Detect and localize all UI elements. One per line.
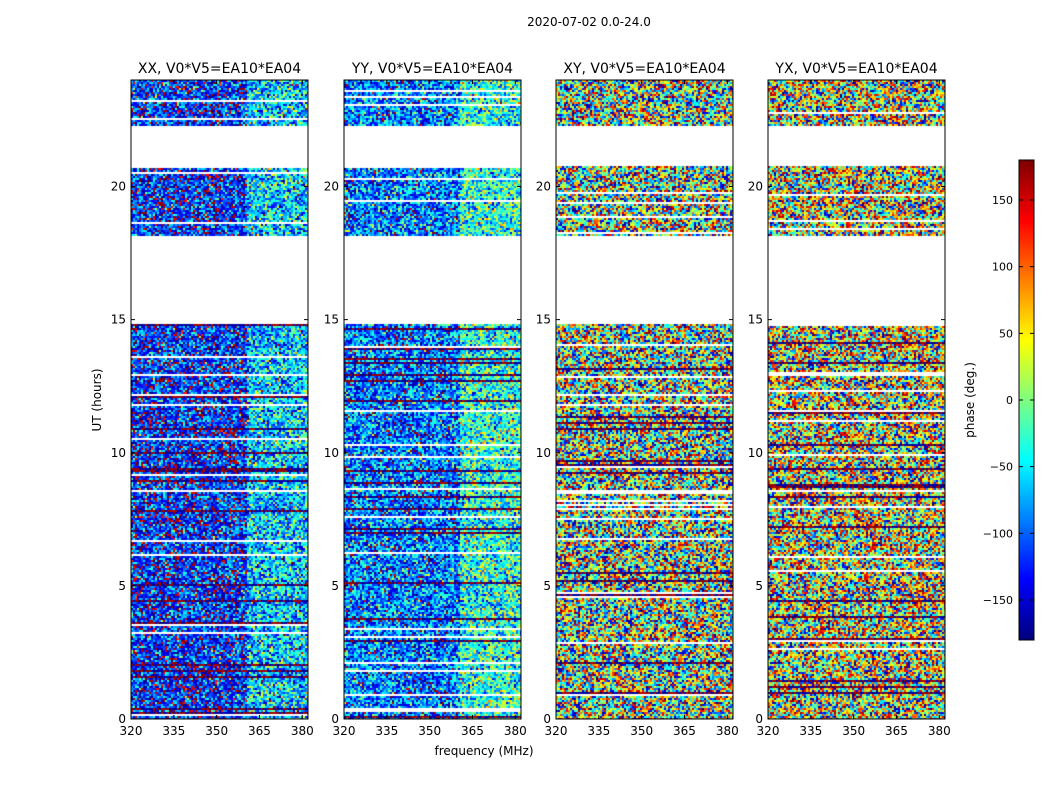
y-tick-label-4-0: 0	[755, 712, 763, 726]
x-tick-label-3-335: 335	[587, 724, 610, 738]
colorbar-tick-label--50: −50	[990, 461, 1013, 474]
y-tick-label-1-15: 15	[111, 313, 126, 327]
y-tick-label-3-0: 0	[543, 712, 551, 726]
panel-1: XX, V0*V5=EA10*EA04 320 335 350 365 380 0 5 10 15…	[111, 61, 314, 738]
x-tick-label-4-365: 365	[885, 724, 908, 738]
x-tick-label-3-350: 350	[630, 724, 653, 738]
y-tick-label-1-20: 20	[111, 180, 126, 194]
x-axis-label: frequency (MHz)	[434, 744, 533, 758]
colorbar-tick-label--150: −150	[983, 594, 1013, 607]
y-tick-label-4-15: 15	[748, 313, 763, 327]
colorbar-tick-label--100: −100	[983, 527, 1013, 540]
x-tick-label-3-380: 380	[716, 724, 739, 738]
x-tick-label-4-320: 320	[757, 724, 780, 738]
y-tick-label-3-5: 5	[543, 579, 551, 593]
y-tick-label-2-10: 10	[324, 446, 339, 460]
x-tick-label-2-335: 335	[375, 724, 398, 738]
x-tick-label-4-335: 335	[799, 724, 822, 738]
panel-frame-1	[130, 79, 309, 720]
panel-frame-4	[767, 79, 946, 720]
x-tick-label-2-350: 350	[418, 724, 441, 738]
heatmap-image-3	[556, 80, 733, 719]
panel-title-3: XY, V0*V5=EA10*EA04	[563, 61, 725, 77]
y-axis-label: UT (hours)	[90, 368, 104, 431]
panel-frame-2	[343, 79, 522, 720]
colorbar-tick-label-150: 150	[992, 194, 1013, 207]
x-tick-label-3-320: 320	[545, 724, 568, 738]
suptitle: 2020-07-02 0.0-24.0	[527, 15, 651, 29]
y-tick-label-2-15: 15	[324, 313, 339, 327]
panel-3: XY, V0*V5=EA10*EA04 320 335 350 365 380 0 5 10 15…	[536, 61, 739, 738]
panels-group: XX, V0*V5=EA10*EA04 320 335 350 365 380 0 5 10 15…	[111, 61, 951, 738]
x-tick-label-2-365: 365	[461, 724, 484, 738]
x-tick-label-1-350: 350	[205, 724, 228, 738]
colorbar-label: phase (deg.)	[963, 362, 977, 438]
panel-title-4: YX, V0*V5=EA10*EA04	[774, 61, 937, 77]
y-tick-label-3-20: 20	[536, 180, 551, 194]
x-tick-label-1-380: 380	[291, 724, 314, 738]
x-tick-label-1-365: 365	[248, 724, 271, 738]
x-tick-label-2-320: 320	[333, 724, 356, 738]
y-tick-label-1-10: 10	[111, 446, 126, 460]
panel-frame-3	[555, 79, 734, 720]
x-tick-label-2-380: 380	[504, 724, 527, 738]
heatmap-image-1	[131, 80, 308, 719]
y-tick-label-4-10: 10	[748, 446, 763, 460]
panel-title-2: YY, V0*V5=EA10*EA04	[351, 61, 513, 77]
panel-title-1: XX, V0*V5=EA10*EA04	[138, 61, 301, 77]
panel-4: YX, V0*V5=EA10*EA04 320 335 350 365 380 0 5 10 15…	[748, 61, 951, 738]
heatmap-image-4	[768, 80, 945, 719]
y-tick-label-4-5: 5	[755, 579, 763, 593]
colorbar: phase (deg.) −150 −100 −50 0 50 100 150	[963, 159, 1035, 641]
x-tick-label-4-380: 380	[928, 724, 951, 738]
y-tick-label-1-5: 5	[118, 579, 126, 593]
heatmap-image-2	[344, 80, 521, 719]
y-tick-label-2-5: 5	[331, 579, 339, 593]
x-tick-label-1-335: 335	[162, 724, 185, 738]
y-tick-label-3-10: 10	[536, 446, 551, 460]
x-tick-label-1-320: 320	[120, 724, 143, 738]
x-tick-label-3-365: 365	[673, 724, 696, 738]
colorbar-tick-label-100: 100	[992, 261, 1013, 274]
y-tick-label-3-15: 15	[536, 313, 551, 327]
colorbar-gradient	[1019, 160, 1034, 640]
panel-2: YY, V0*V5=EA10*EA04 320 335 350 365 380 0 5 10 15…	[324, 61, 527, 738]
y-tick-label-2-0: 0	[331, 712, 339, 726]
y-tick-label-2-20: 20	[324, 180, 339, 194]
y-tick-label-4-20: 20	[748, 180, 763, 194]
x-tick-label-4-350: 350	[842, 724, 865, 738]
colorbar-tick-label-50: 50	[999, 327, 1013, 340]
y-tick-label-1-0: 0	[118, 712, 126, 726]
colorbar-tick-label-0: 0	[1006, 394, 1013, 407]
